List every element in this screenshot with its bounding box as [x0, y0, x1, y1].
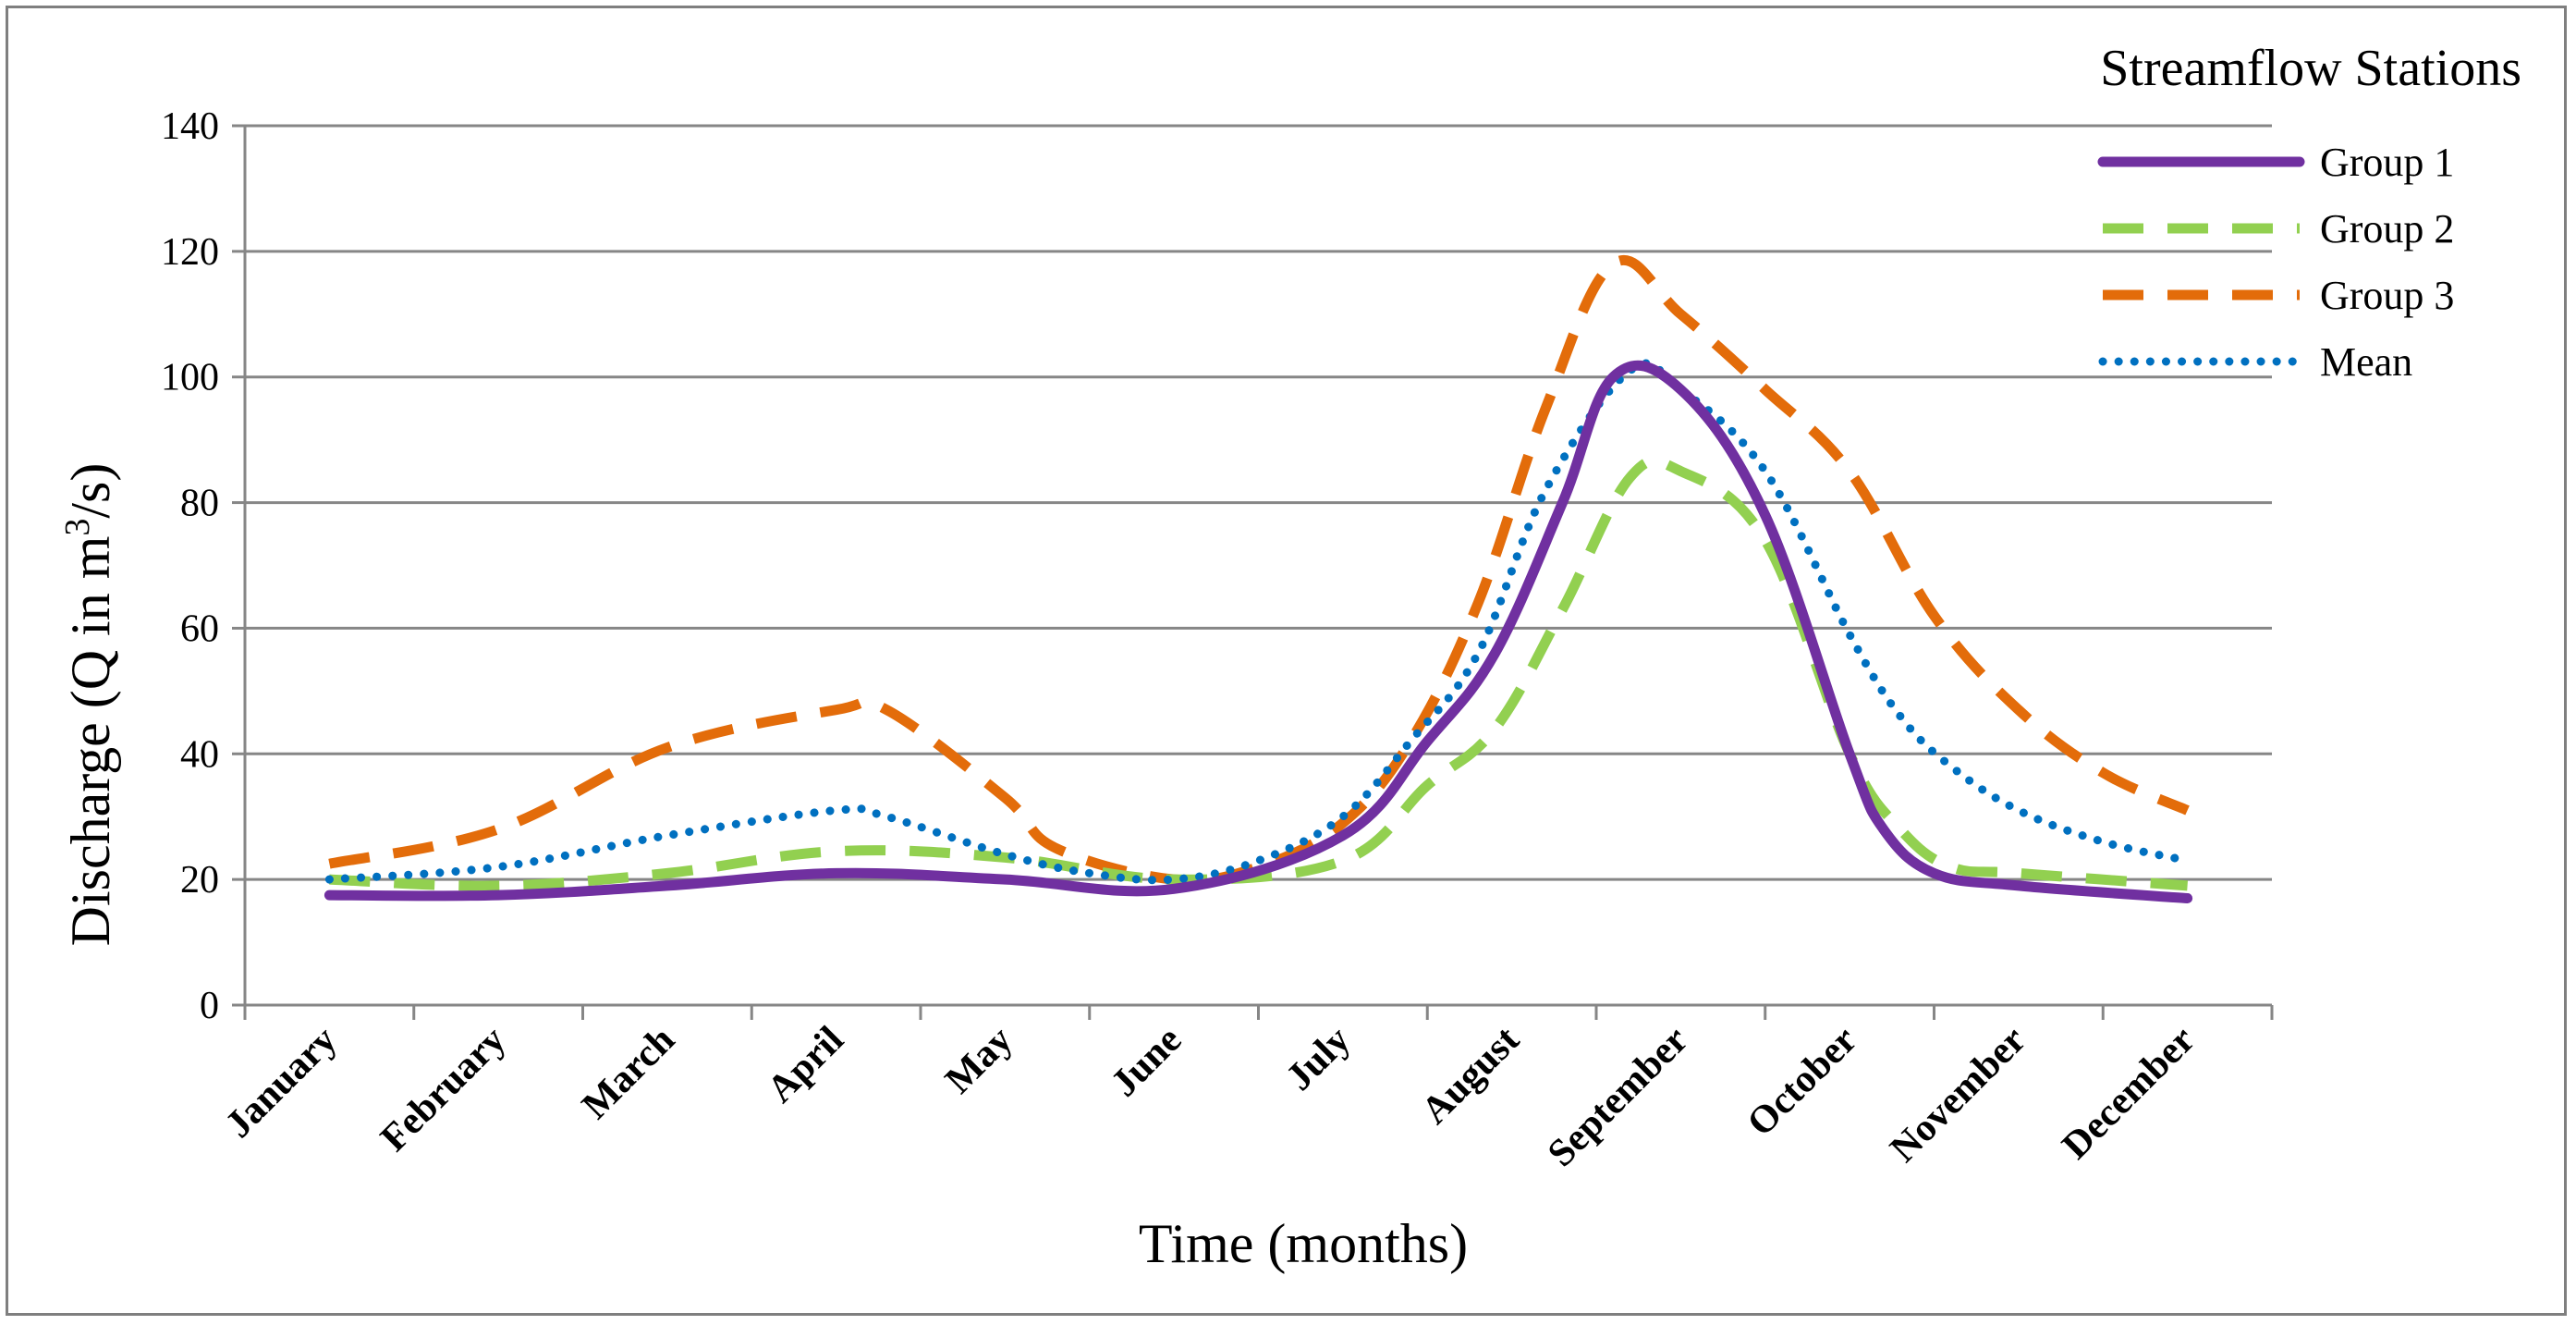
x-axis-title: Time (months) [1139, 1213, 1468, 1274]
x-tick-labels: January February March April May June July Augu… [217, 1019, 2203, 1175]
y-axis-title-superscript: 3 [58, 519, 97, 536]
y-axis-title-prefix: Discharge (Q in m [60, 536, 121, 947]
series-line-mean [324, 359, 2192, 885]
y-tick-label: 20 [180, 859, 219, 902]
series-line-group-1 [324, 360, 2193, 903]
x-tick-label: December [2055, 1019, 2204, 1168]
x-tick-label: November [1882, 1019, 2033, 1171]
x-tick-label: June [1104, 1019, 1190, 1106]
legend-title: Streamflow Stations [2100, 40, 2521, 97]
x-tick-label: March [574, 1019, 683, 1128]
series-line-group-2 [329, 455, 2189, 891]
y-tick-label: 40 [180, 733, 219, 776]
legend-label-mean: Mean [2320, 339, 2412, 385]
x-tick-label: September [1540, 1019, 1696, 1175]
y-tick-label: 80 [180, 483, 219, 525]
legend-label-group-2: Group 2 [2320, 206, 2454, 252]
y-tick-label: 100 [161, 357, 219, 399]
y-axis-title-suffix: /s) [60, 463, 121, 519]
y-tick-label: 140 [161, 105, 219, 148]
x-tick-label: January [217, 1019, 345, 1147]
legend-label-group-1: Group 1 [2320, 140, 2454, 185]
y-axis-title: Discharge (Q in m3/s) [58, 463, 121, 947]
series-lines [324, 254, 2193, 903]
legend-items: Group 1 Group 2 Group 3 Mean [2097, 140, 2454, 385]
series-line-group-3 [328, 254, 2190, 886]
y-tick-label: 120 [161, 231, 219, 274]
y-tick-labels: 0 20 40 60 80 100 120 140 [161, 105, 219, 1027]
legend-label-group-3: Group 3 [2320, 273, 2454, 318]
x-tick-label: May [937, 1019, 1020, 1102]
x-tick-label: July [1278, 1019, 1359, 1099]
gridlines [232, 124, 2272, 1007]
y-tick-label: 0 [200, 985, 219, 1027]
x-tick-label: April [760, 1019, 852, 1111]
y-tick-label: 60 [180, 607, 219, 650]
x-tick-label: February [372, 1019, 514, 1160]
x-tick-label: August [1413, 1019, 1527, 1133]
axes [243, 126, 2274, 1020]
x-tick-label: October [1740, 1019, 1865, 1145]
